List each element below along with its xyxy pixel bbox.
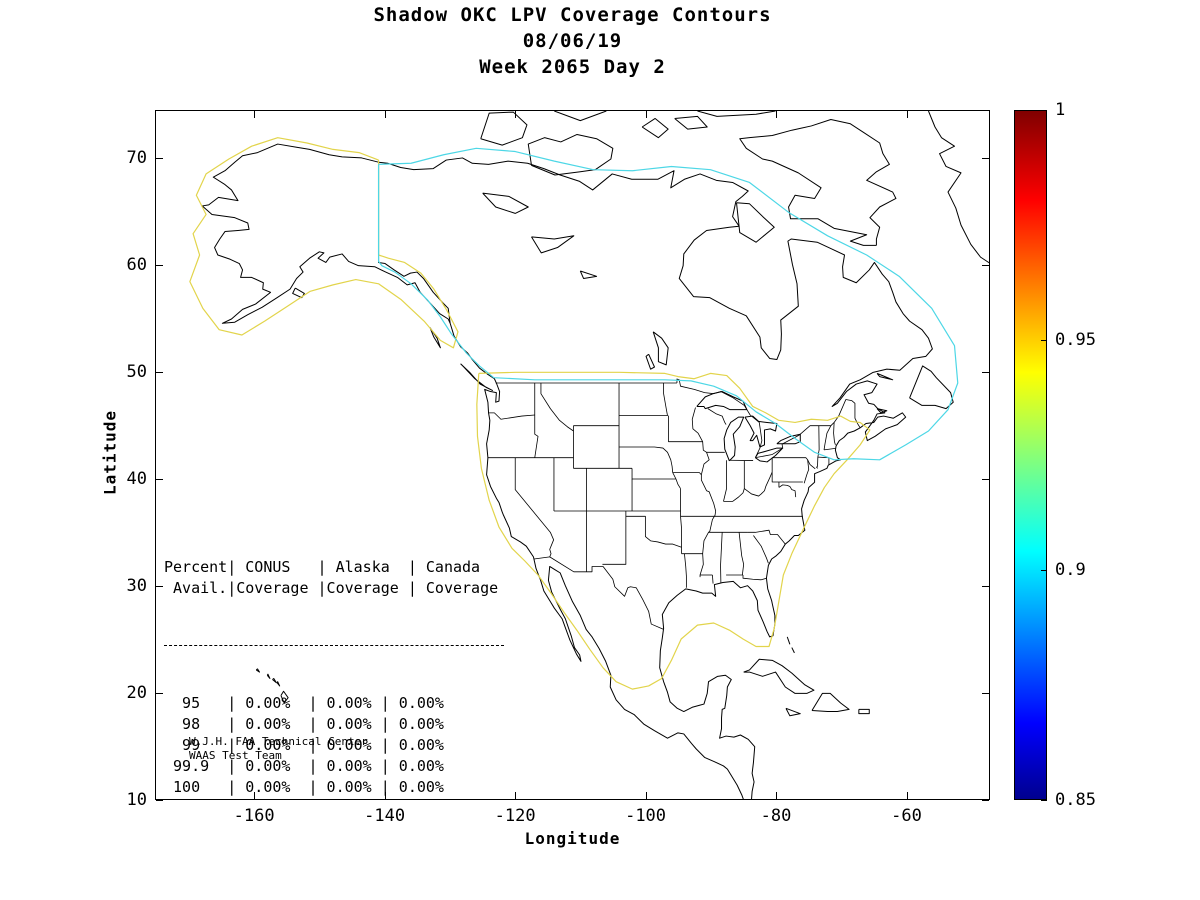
y-tick-label: 70 <box>126 148 147 169</box>
x-tick-label: -80 <box>760 806 792 826</box>
x-tick-mark <box>384 792 386 799</box>
y-tick-label: 40 <box>126 469 147 490</box>
contour-090-layer <box>379 148 958 459</box>
x-tick-label: -160 <box>233 806 275 826</box>
y-tick-mark-right <box>982 158 989 160</box>
y-tick-label: 50 <box>126 362 147 383</box>
y-tick-label: 60 <box>126 255 147 276</box>
plot-title: Shadow OKC LPV Coverage Contours <box>373 4 772 26</box>
y-tick-mark <box>156 586 163 588</box>
coverage-row-line: 98 | 0.00% | 0.00% | 0.00% <box>164 715 444 733</box>
x-axis-label: Longitude <box>524 829 621 848</box>
x-tick-mark <box>515 792 517 799</box>
x-tick-mark-top <box>906 111 908 118</box>
coverage-row-line: 99.9 | 0.00% | 0.00% | 0.00% <box>164 757 444 775</box>
x-tick-label: -140 <box>364 806 406 826</box>
y-axis-label: Latitude <box>100 409 120 496</box>
plot-subtitle-date: 08/06/19 <box>522 30 623 52</box>
coverage-row-line: 100 | 0.00% | 0.00% | 0.00% <box>164 778 444 796</box>
colorbar-tick-label: 0.9 <box>1055 560 1086 580</box>
x-tick-mark-top <box>776 111 778 118</box>
credit-line-1: W.J.H. FAA Technical Center <box>189 735 368 748</box>
colorbar-tick-label: 1 <box>1055 100 1066 120</box>
x-tick-mark <box>906 792 908 799</box>
y-tick-mark-right <box>982 372 989 374</box>
colorbar-tick-label: 0.95 <box>1055 330 1096 350</box>
y-tick-mark <box>156 158 163 160</box>
political-borders-layer <box>488 379 860 629</box>
credit-line-2: WAAS Test Team <box>189 749 282 762</box>
coverage-header-line: Percent| CONUS | Alaska | Canada <box>164 558 481 576</box>
x-tick-mark-top <box>384 111 386 118</box>
colorbar <box>1014 110 1047 800</box>
plot-subtitle-week: Week 2065 Day 2 <box>479 56 666 78</box>
credit-annotation: W.J.H. FAA Technical Center WAAS Test Te… <box>189 735 368 763</box>
coverage-table-headers: Percent| CONUS | Alaska | Canada Avail.|… <box>164 557 504 599</box>
x-tick-mark-top <box>515 111 517 118</box>
colorbar-tick-mark <box>1041 800 1047 801</box>
coverage-header-line: Avail.|Coverage |Coverage | Coverage <box>164 579 499 597</box>
y-tick-mark-right <box>982 693 989 695</box>
y-tick-mark <box>156 372 163 374</box>
title-block: Shadow OKC LPV Coverage Contours 08/06/1… <box>155 2 990 80</box>
y-tick-label: 10 <box>126 790 147 810</box>
colorbar-tick-mark <box>1041 110 1047 111</box>
map-plot-area: Percent| CONUS | Alaska | Canada Avail.|… <box>155 110 990 800</box>
x-tick-label: -120 <box>494 806 536 826</box>
coverage-row-line: 95 | 0.00% | 0.00% | 0.00% <box>164 694 444 712</box>
x-tick-mark <box>645 792 647 799</box>
y-tick-label: 20 <box>126 683 147 704</box>
x-tick-label: -60 <box>891 806 922 826</box>
y-tick-mark <box>156 693 163 695</box>
y-tick-mark <box>156 265 163 267</box>
x-tick-label: -100 <box>625 806 667 826</box>
colorbar-tick-mark <box>1041 340 1047 341</box>
x-tick-mark <box>776 792 778 799</box>
coverage-table-separator <box>164 645 504 646</box>
coverage-row-line: 99 | 0.00% | 0.00% | 0.00% <box>164 736 444 754</box>
x-tick-mark-top <box>645 111 647 118</box>
x-tick-mark-top <box>254 111 256 118</box>
colorbar-tick-mark <box>1041 570 1047 571</box>
coverage-table-overlay: Percent| CONUS | Alaska | Canada Avail.|… <box>164 515 504 840</box>
y-tick-mark-right <box>982 800 989 801</box>
y-tick-mark-right <box>982 479 989 481</box>
coverage-table-rows: 95 | 0.00% | 0.00% | 0.00% 98 | 0.00% | … <box>164 693 504 798</box>
x-tick-mark <box>254 792 256 799</box>
y-tick-mark-right <box>982 265 989 267</box>
y-tick-mark <box>156 800 163 801</box>
y-tick-mark-right <box>982 586 989 588</box>
north-america-map <box>156 111 989 799</box>
contour-095-layer <box>190 138 870 689</box>
y-tick-mark <box>156 479 163 481</box>
colorbar-tick-label: 0.85 <box>1055 790 1096 810</box>
y-tick-label: 30 <box>126 576 147 597</box>
